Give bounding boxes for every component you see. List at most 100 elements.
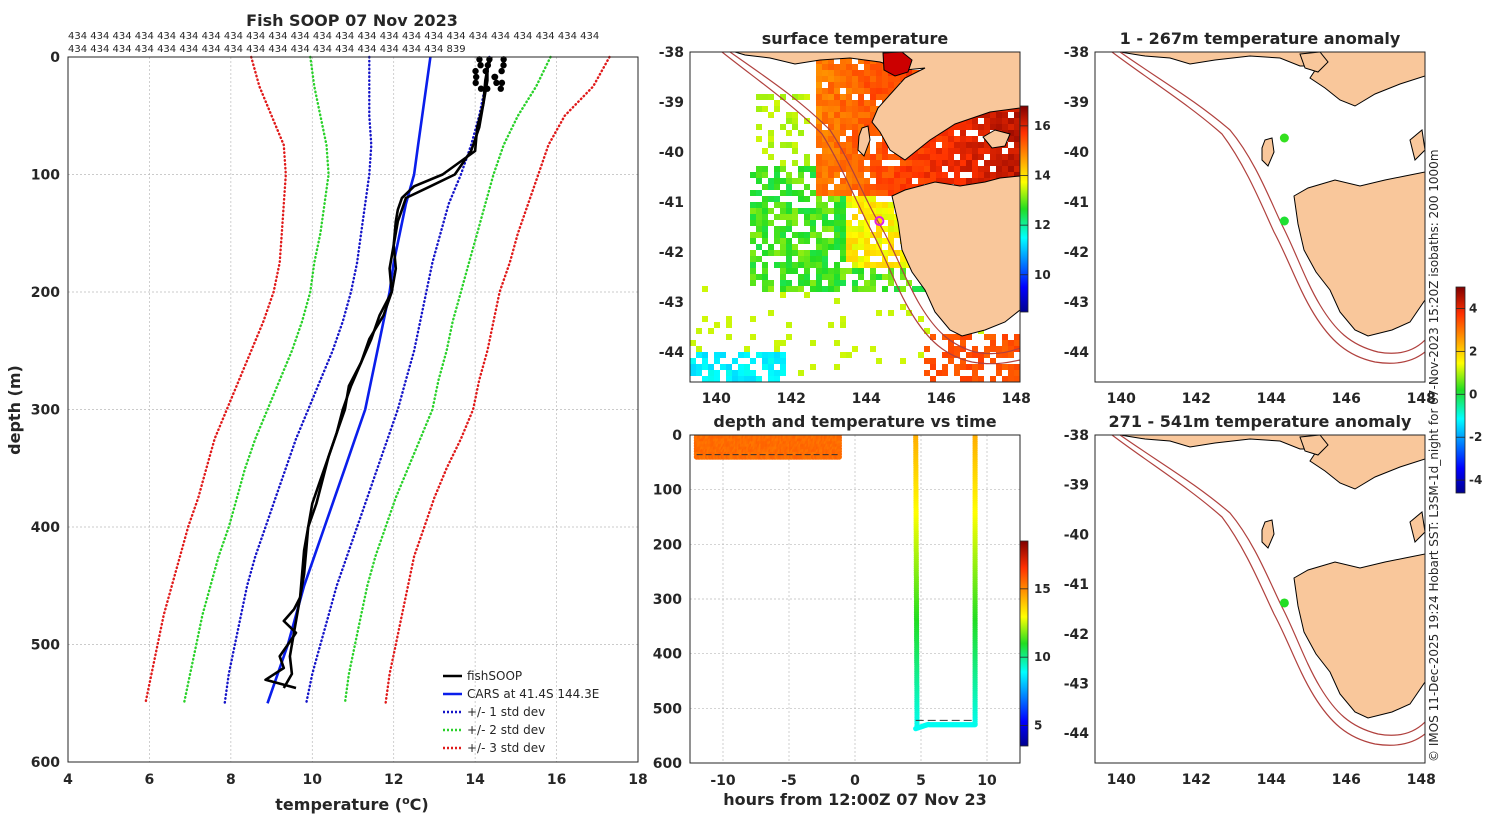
sst-cell — [780, 364, 786, 370]
sst-cell — [756, 232, 762, 238]
sst-cell — [768, 130, 774, 136]
sst-cell — [834, 64, 840, 70]
sst-cell — [852, 262, 858, 268]
sst-cell — [768, 94, 774, 100]
sst-cell — [750, 280, 756, 286]
sst-cell — [864, 232, 870, 238]
sst-cell — [984, 160, 990, 166]
anomaly1-y-ticks: -38 -39 -40 -41 -42 -43 -44 — [1064, 45, 1090, 361]
sst-cell — [768, 370, 774, 376]
sst-cell — [798, 166, 804, 172]
sst-cell — [726, 364, 732, 370]
sst-cell — [858, 154, 864, 160]
sst-cell — [846, 352, 852, 358]
profile-grid — [67, 56, 639, 763]
sst-cell — [900, 166, 906, 172]
sst-cell — [816, 286, 822, 292]
sst-cell — [810, 280, 816, 286]
sst-cell — [780, 268, 786, 274]
profile-ytick-label: 0 — [50, 50, 60, 66]
sst-cell — [912, 172, 918, 178]
sst-cell — [864, 202, 870, 208]
sst-cell — [870, 94, 876, 100]
sst-cell — [996, 160, 1002, 166]
sst-cell — [762, 166, 768, 172]
sst-cell — [774, 250, 780, 256]
sst-cell — [972, 376, 978, 382]
sst-cell — [894, 286, 900, 292]
sst-cell — [882, 178, 888, 184]
map-ytick-label: -39 — [659, 95, 684, 111]
sst-cell — [918, 316, 924, 322]
sst-cell — [792, 124, 798, 130]
sst-cell — [876, 208, 882, 214]
fishsoop-surface-point — [482, 67, 489, 75]
sst-cell — [798, 130, 804, 136]
sst-cell — [954, 148, 960, 154]
sst-cell — [1002, 172, 1008, 178]
sst-cell — [828, 118, 834, 124]
sst-cell — [876, 148, 882, 154]
sst-cell — [858, 220, 864, 226]
sst-cell — [846, 178, 852, 184]
sst-cell — [894, 76, 900, 82]
sst-cell — [816, 124, 822, 130]
sst-panel: surface temperature 140 142 144 146 148 -38-… — [659, 29, 1051, 407]
sst-cell — [792, 112, 798, 118]
anomaly-cb-label: 2 — [1469, 344, 1477, 358]
sst-cell — [816, 100, 822, 106]
sst-cell — [774, 196, 780, 202]
profile-header-row1: 434 434 434 434 434 434 434 434 434 434 … — [68, 31, 599, 42]
sst-cell — [882, 262, 888, 268]
sst-cell — [972, 352, 978, 358]
sst-cell — [690, 364, 696, 370]
sst-cell — [750, 370, 756, 376]
sst-cell — [876, 190, 882, 196]
legend-std3: +/- 3 std dev — [467, 741, 545, 755]
sst-cell — [1014, 154, 1020, 160]
sst-cell — [738, 370, 744, 376]
map-ytick-label: -41 — [1064, 577, 1089, 593]
sst-cell — [810, 190, 816, 196]
sst-cell — [846, 250, 852, 256]
sst-cell — [780, 178, 786, 184]
sst-cell — [990, 340, 996, 346]
sst-cell — [816, 70, 822, 76]
sst-cell — [870, 214, 876, 220]
sst-cell — [810, 232, 816, 238]
timeseries-colorbar — [1019, 540, 1029, 747]
sst-cell — [792, 94, 798, 100]
sst-cell — [834, 214, 840, 220]
sst-cell — [834, 364, 840, 370]
sst-cell — [768, 220, 774, 226]
sst-cell — [858, 160, 864, 166]
sst-cell — [876, 70, 882, 76]
map-ytick-label: -43 — [1064, 295, 1089, 311]
sst-cell — [882, 238, 888, 244]
sst-cell — [822, 256, 828, 262]
anomaly1-isobath-1000m — [1111, 52, 1425, 364]
flinders-island — [982, 129, 1011, 149]
sst-cell — [888, 310, 894, 316]
map-ytick-label: -43 — [659, 295, 684, 311]
sst-cell — [894, 232, 900, 238]
profile-ytick-label: 300 — [31, 403, 60, 419]
sst-cell — [840, 118, 846, 124]
sst-cell — [834, 202, 840, 208]
sst-cell — [876, 160, 882, 166]
sst-cell — [780, 166, 786, 172]
sst-cell — [690, 340, 696, 346]
sst-cell — [864, 226, 870, 232]
sst-cell — [756, 172, 762, 178]
sst-cell — [708, 364, 714, 370]
sst-cell — [834, 142, 840, 148]
map-xtick-label: 148 — [1407, 391, 1436, 407]
sst-cell — [870, 166, 876, 172]
sst-cell — [810, 340, 816, 346]
sst-cell — [996, 154, 1002, 160]
sst-cell — [882, 250, 888, 256]
sst-cell — [1014, 136, 1020, 142]
sst-cell — [960, 124, 966, 130]
sst-cell — [954, 136, 960, 142]
sst-cell — [876, 82, 882, 88]
